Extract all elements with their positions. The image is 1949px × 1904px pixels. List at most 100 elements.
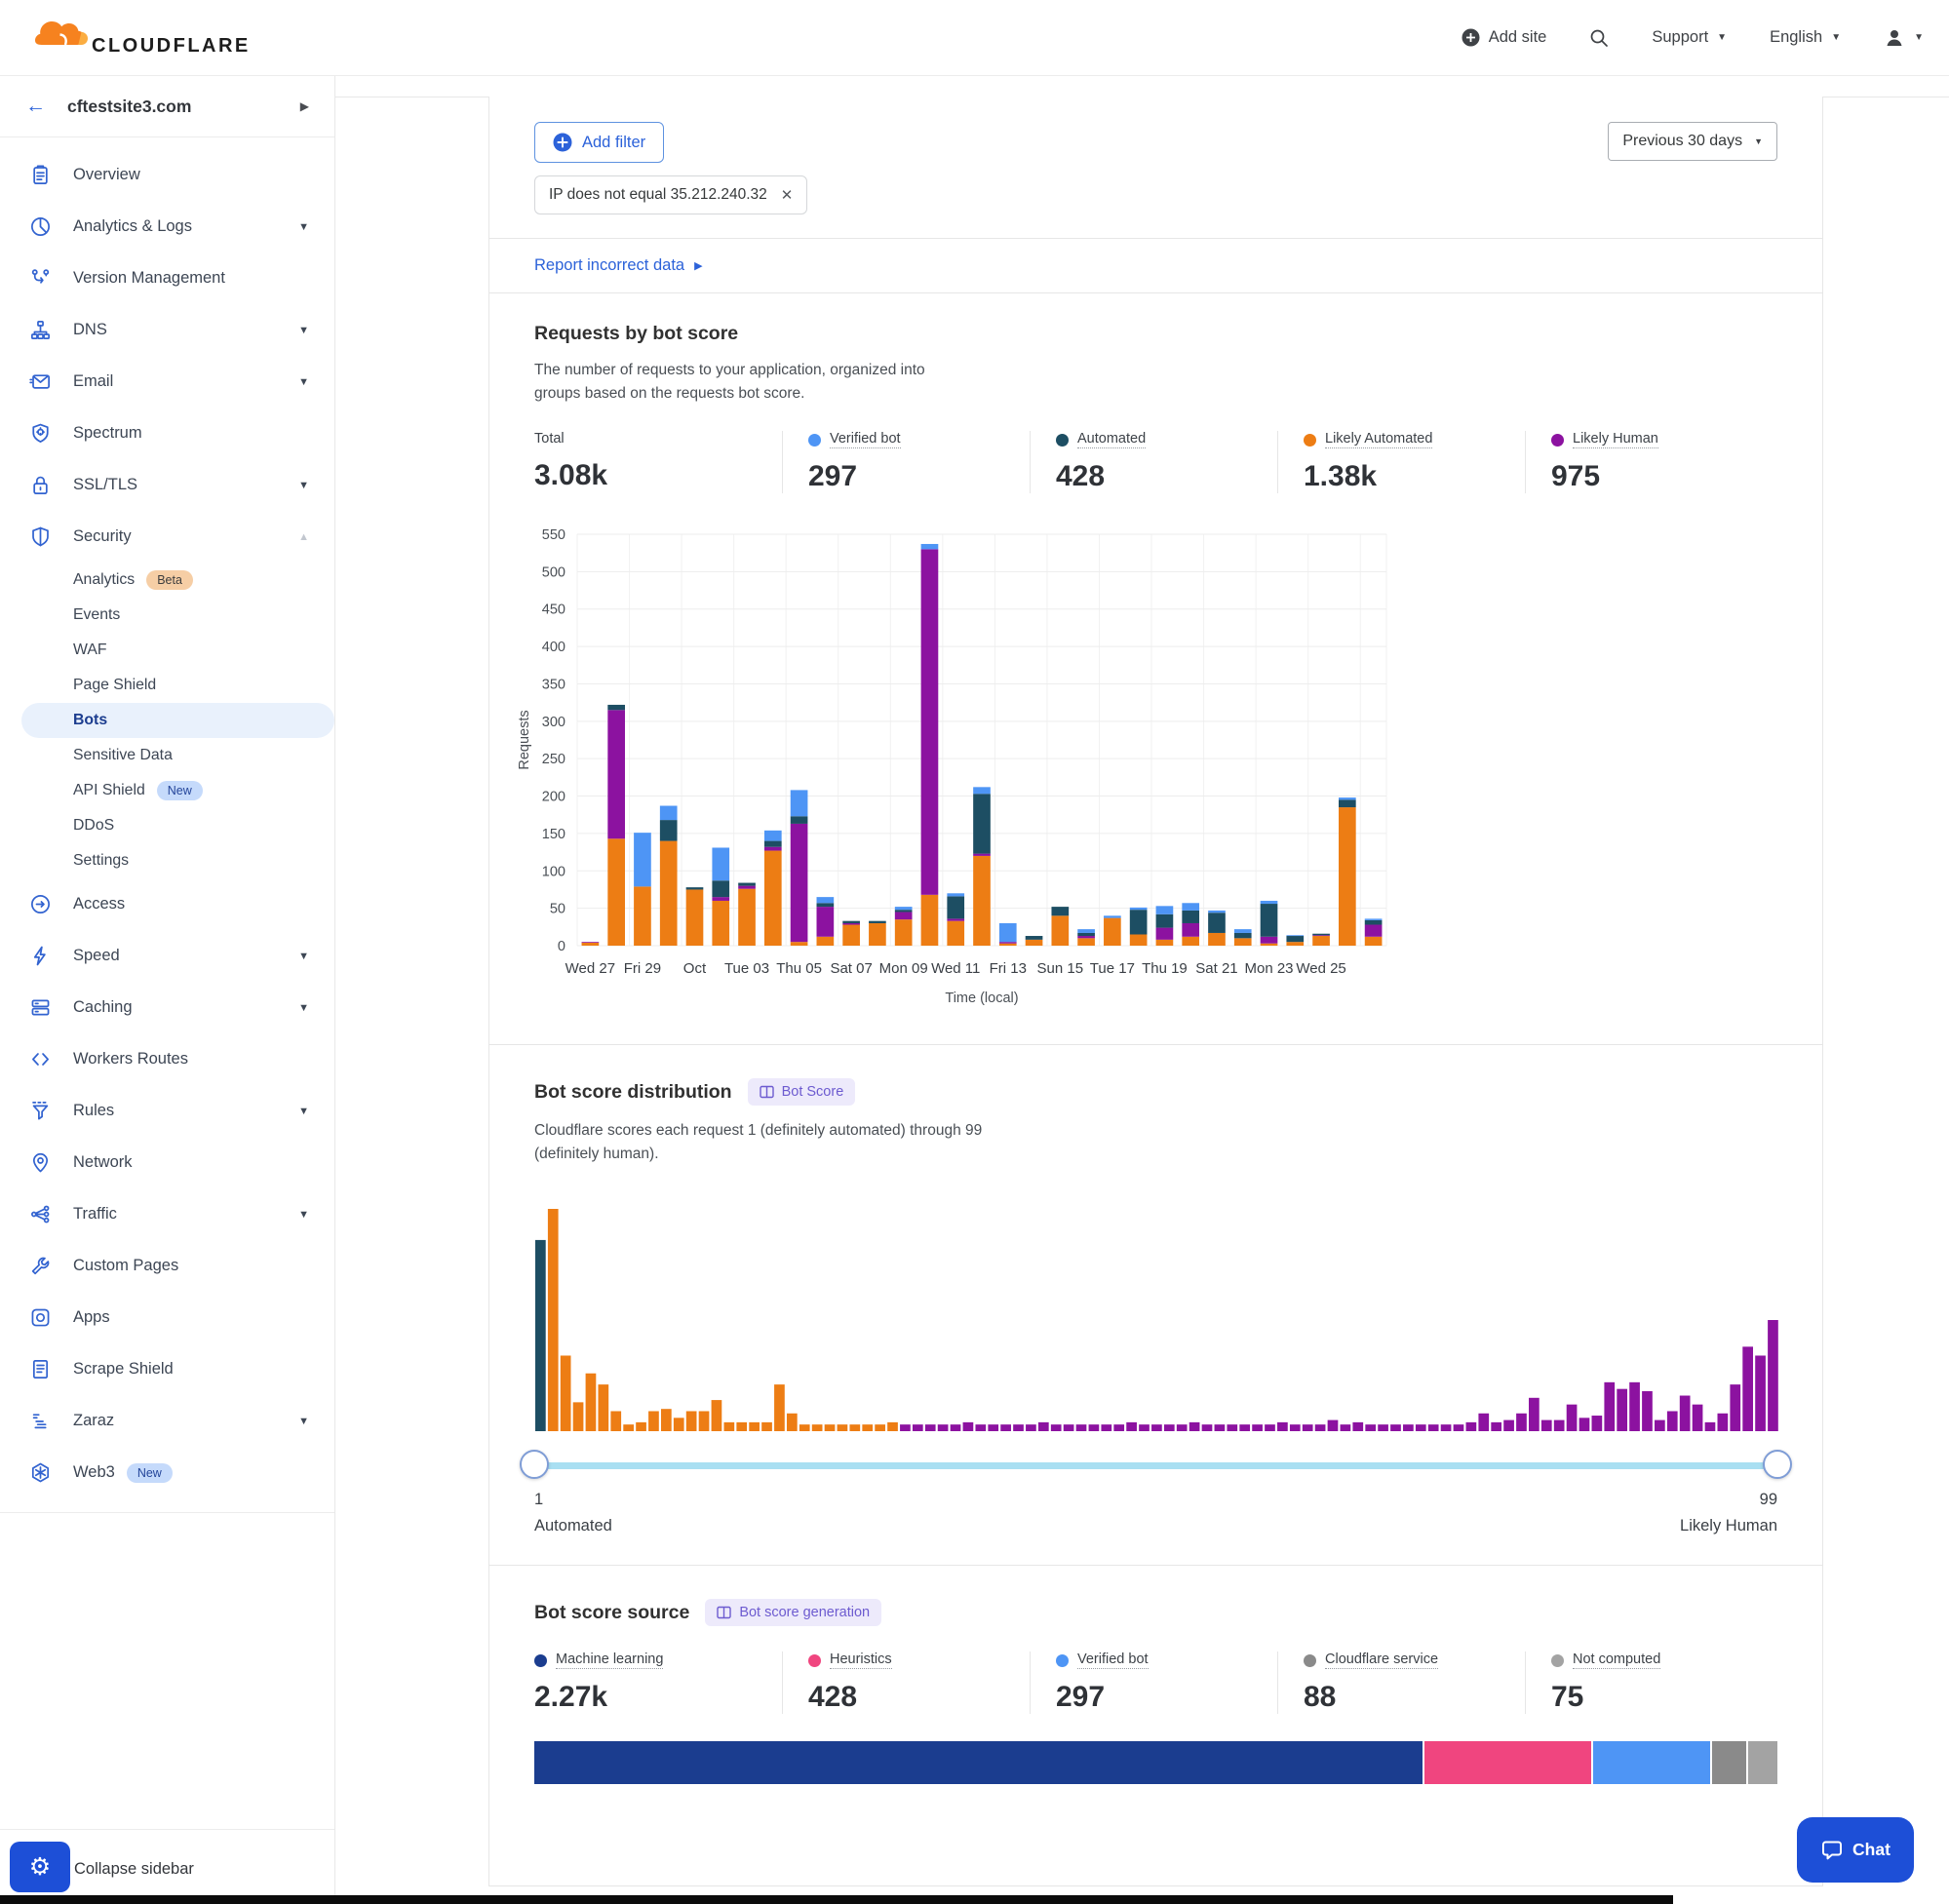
sidebar-item-spectrum[interactable]: Spectrum (0, 408, 334, 459)
settings-gear-button[interactable]: ⚙ (10, 1842, 70, 1892)
svg-text:Mon 09: Mon 09 (879, 960, 928, 977)
sidebar-item-traffic[interactable]: Traffic▼ (0, 1188, 334, 1240)
stat-automated: Automated428 (1030, 431, 1277, 493)
sidebar-item-page-shield[interactable]: Page Shield (0, 668, 334, 703)
sidebar-item-speed[interactable]: Speed▼ (0, 930, 334, 982)
security-icon (29, 525, 52, 548)
chevron-down-icon[interactable]: ▼ (298, 1416, 309, 1427)
sidebar-item-bots[interactable]: Bots (21, 703, 334, 738)
language-menu[interactable]: English ▼ (1770, 28, 1841, 47)
sidebar-item-dns[interactable]: DNS▼ (0, 304, 334, 356)
account-menu[interactable]: ▼ (1884, 27, 1924, 49)
dns-icon (29, 319, 52, 341)
machine-learning-dot (534, 1654, 547, 1667)
chevron-down-icon[interactable]: ▼ (298, 376, 309, 388)
speed-icon (29, 945, 52, 967)
sidebar-item-web3[interactable]: Web3New (0, 1447, 334, 1498)
sidebar-item-zaraz[interactable]: Zaraz▼ (0, 1395, 334, 1447)
svg-text:0: 0 (558, 939, 565, 954)
stat-total-value: 3.08k (534, 459, 782, 492)
slider-handle-max[interactable] (1763, 1450, 1792, 1479)
stat-not-computed: Not computed75 (1525, 1651, 1773, 1714)
svg-text:500: 500 (542, 564, 565, 580)
chevron-down-icon[interactable]: ▼ (298, 325, 309, 336)
svg-text:350: 350 (542, 677, 565, 692)
zaraz-icon (29, 1410, 52, 1432)
sidebar-item-settings[interactable]: Settings (0, 843, 334, 878)
date-range-dropdown[interactable]: Previous 30 days ▼ (1608, 122, 1777, 161)
analytics-logs-icon (29, 215, 52, 238)
requests-by-bot-score-section: Requests by bot score The number of requ… (489, 293, 1822, 1045)
sidebar-item-rules[interactable]: Rules▼ (0, 1085, 334, 1137)
chevron-down-icon[interactable]: ▼ (298, 480, 309, 491)
book-icon (760, 1085, 774, 1099)
sidebar-item-version-management[interactable]: Version Management (0, 253, 334, 304)
sidebar-item-access[interactable]: Access (0, 878, 334, 930)
sidebar-item-analytics[interactable]: AnalyticsBeta (0, 563, 334, 598)
chevron-down-icon[interactable]: ▼ (298, 1209, 309, 1221)
slider-handle-min[interactable] (520, 1450, 549, 1479)
expand-site-icon[interactable]: ▶ (300, 99, 309, 113)
chat-button[interactable]: Chat (1797, 1817, 1914, 1883)
sidebar-item-workers-routes[interactable]: Workers Routes (0, 1033, 334, 1085)
sidebar-item-scrape-shield[interactable]: Scrape Shield (0, 1343, 334, 1395)
svg-text:400: 400 (542, 640, 565, 655)
traffic-icon (29, 1203, 52, 1225)
sidebar-item-apps[interactable]: Apps (0, 1292, 334, 1343)
sidebar-item-email[interactable]: Email▼ (0, 356, 334, 408)
support-menu[interactable]: Support ▼ (1652, 28, 1727, 47)
bot-score-source-section: Bot score source Bot score generation Ma… (489, 1566, 1822, 1885)
collapse-sidebar-label[interactable]: Collapse sidebar (74, 1860, 194, 1879)
stat-cloudflare-service-value: 88 (1304, 1681, 1525, 1714)
site-switcher[interactable]: ← cftestsite3.com ▶ (0, 76, 334, 137)
custom-pages-icon (29, 1255, 52, 1277)
add-filter-button[interactable]: Add filter (534, 122, 664, 163)
source-segment-verified-bot (1593, 1741, 1709, 1784)
email-icon (29, 370, 52, 393)
chevron-down-icon[interactable]: ▼ (298, 951, 309, 962)
caching-icon (29, 996, 52, 1019)
stat-verified-bot: Verified bot297 (782, 431, 1030, 493)
search-button[interactable] (1589, 28, 1609, 48)
sidebar-item-security[interactable]: Security▲ (0, 511, 334, 563)
back-arrow-icon[interactable]: ← (25, 95, 46, 118)
source-segment-machine-learning (534, 1741, 1423, 1784)
sidebar-item-ssl-tls[interactable]: SSL/TLS▼ (0, 459, 334, 511)
svg-text:Thu 19: Thu 19 (1142, 960, 1188, 977)
stat-likely-automated-value: 1.38k (1304, 460, 1525, 493)
svg-text:200: 200 (542, 790, 565, 805)
sidebar-item-custom-pages[interactable]: Custom Pages (0, 1240, 334, 1292)
report-incorrect-data-link[interactable]: Report incorrect data ▶ (534, 256, 703, 275)
stat-verified-bot-value: 297 (808, 460, 1030, 493)
chevron-up-icon[interactable]: ▲ (298, 531, 309, 543)
sidebar-item-api-shield[interactable]: API ShieldNew (0, 773, 334, 808)
slider-track[interactable] (534, 1462, 1777, 1469)
sidebar-item-caching[interactable]: Caching▼ (0, 982, 334, 1033)
sidebar-item-overview[interactable]: Overview (0, 149, 334, 201)
chevron-down-icon[interactable]: ▼ (298, 221, 309, 233)
sidebar-item-analytics-logs[interactable]: Analytics & Logs▼ (0, 201, 334, 253)
sidebar-item-sensitive-data[interactable]: Sensitive Data (0, 738, 334, 773)
sidebar-item-network[interactable]: Network (0, 1137, 334, 1188)
stat-not-computed-value: 75 (1551, 1681, 1773, 1714)
remove-filter-icon[interactable]: ✕ (781, 186, 794, 204)
access-icon (29, 893, 52, 915)
chevron-down-icon[interactable]: ▼ (298, 1106, 309, 1117)
stat-machine-learning: Machine learning2.27k (534, 1651, 782, 1714)
sidebar-item-waf[interactable]: WAF (0, 633, 334, 668)
bot-score-generation-badge[interactable]: Bot score generation (705, 1599, 881, 1626)
add-site-button[interactable]: Add site (1462, 28, 1547, 47)
brand-name: CLOUDFLARE (92, 35, 251, 58)
plus-circle-icon (553, 133, 572, 152)
sidebar-item-ddos[interactable]: DDoS (0, 808, 334, 843)
rules-icon (29, 1100, 52, 1122)
bot-score-badge[interactable]: Bot Score (748, 1078, 856, 1106)
bottom-strip (0, 1895, 1673, 1904)
book-icon (717, 1606, 731, 1619)
sidebar-item-events[interactable]: Events (0, 598, 334, 633)
sidebar-nav: OverviewAnalytics & Logs▼Version Managem… (0, 137, 334, 1513)
filter-chip[interactable]: IP does not equal 35.212.240.32 ✕ (534, 175, 807, 214)
chevron-down-icon[interactable]: ▼ (298, 1002, 309, 1014)
source-segment-heuristics (1424, 1741, 1592, 1784)
report-row: Report incorrect data ▶ (489, 239, 1822, 293)
